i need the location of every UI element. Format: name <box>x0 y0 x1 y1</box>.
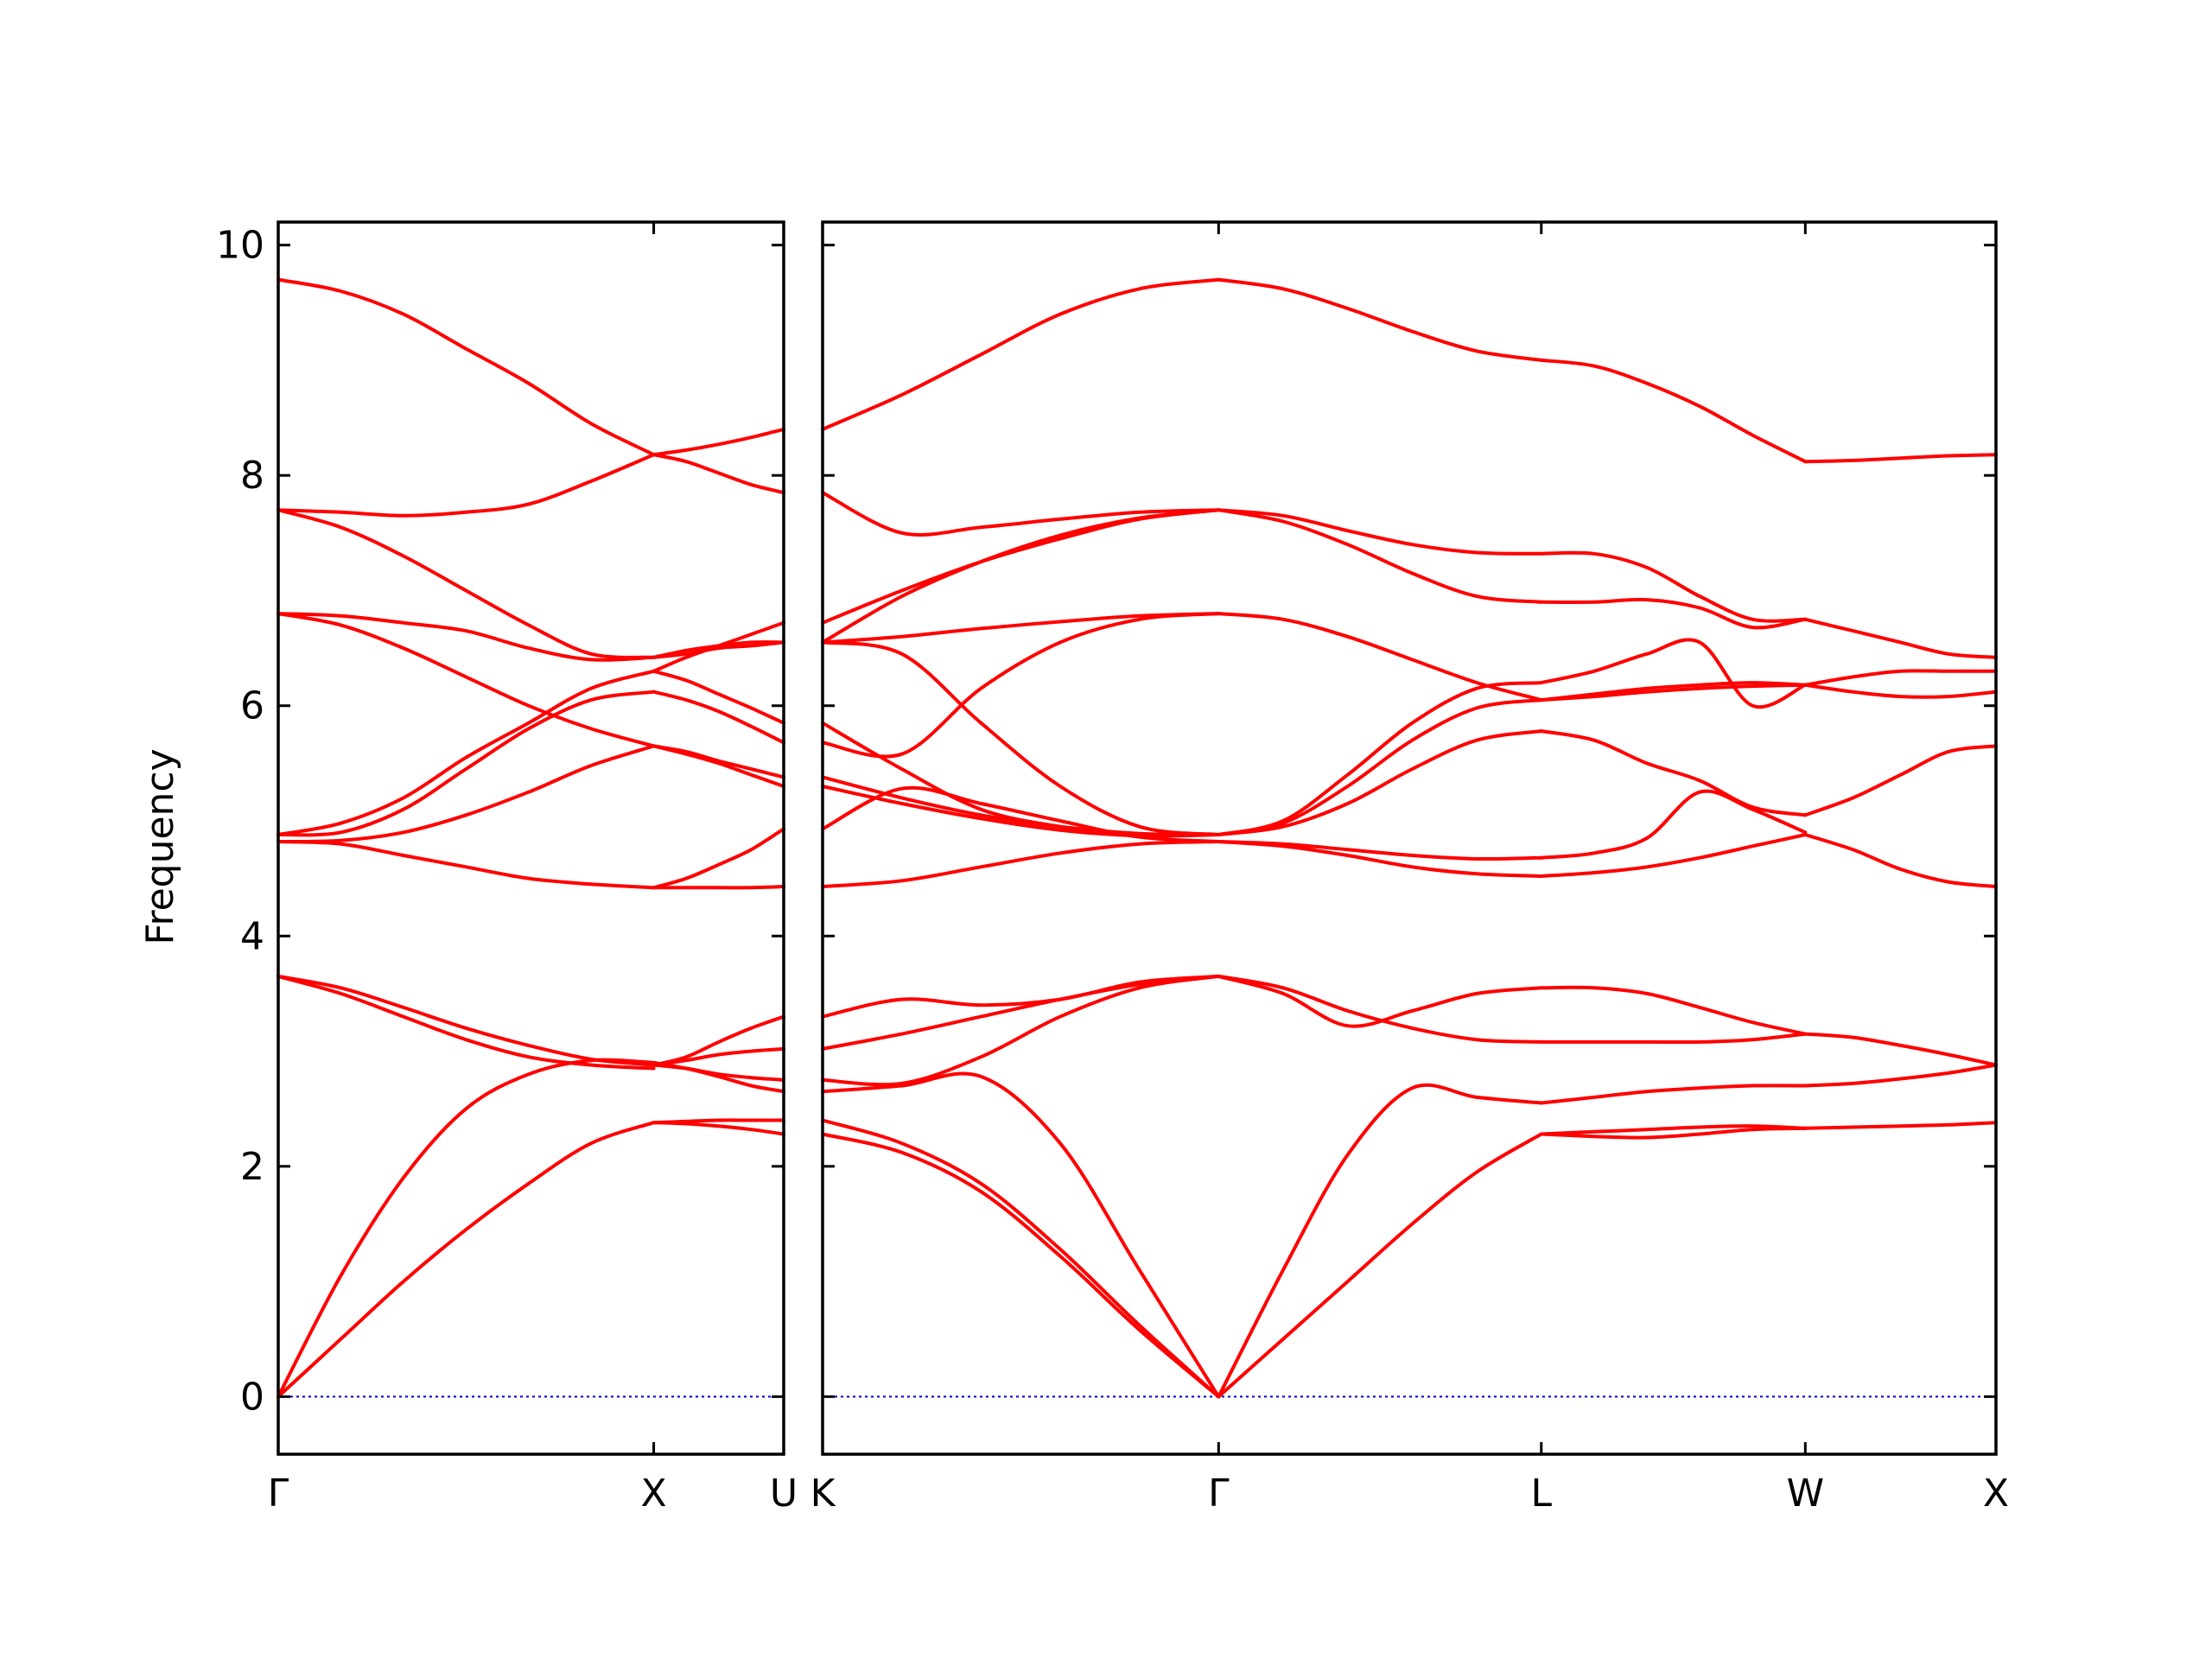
y-tick-label: 4 <box>240 914 264 958</box>
band-line <box>1539 358 1808 464</box>
plot-frame <box>821 220 1998 1456</box>
band-line <box>276 974 656 1067</box>
x-tick-label: K <box>810 1471 836 1516</box>
x-tick-label: Γ <box>268 1471 289 1516</box>
band-line <box>276 1121 656 1399</box>
x-tick-label: L <box>1531 1471 1553 1516</box>
band-line <box>276 974 656 1071</box>
band-line <box>1217 698 1543 836</box>
band-line <box>652 453 785 495</box>
band-line <box>1217 1083 1543 1399</box>
band-line <box>652 427 785 457</box>
band-line <box>1217 729 1543 836</box>
band-line <box>821 1071 1221 1399</box>
band-line <box>1803 1121 1998 1130</box>
band-line <box>1539 789 1808 860</box>
band-line <box>1217 974 1543 1044</box>
band-line <box>276 690 656 837</box>
band-line <box>821 974 1221 1087</box>
band-line <box>1539 638 1808 709</box>
band-line <box>1539 985 1808 1036</box>
y-tick-label: 10 <box>216 224 264 268</box>
band-line <box>276 744 656 843</box>
band-line <box>652 827 785 890</box>
band-line <box>1217 508 1543 604</box>
band-line <box>821 491 1221 537</box>
band-line <box>1539 1126 1808 1140</box>
plot-frame <box>276 220 785 1456</box>
band-line <box>821 612 1221 759</box>
band-line <box>821 508 1221 645</box>
band-line <box>1217 840 1543 878</box>
band-line <box>652 669 785 725</box>
band-line <box>1539 833 1808 878</box>
band-line <box>821 1132 1221 1399</box>
band-line <box>821 721 1221 837</box>
band-line <box>652 1014 785 1067</box>
band-line <box>1803 744 1998 817</box>
band-line <box>821 974 1221 1051</box>
band-line <box>1539 729 1808 817</box>
band-line <box>1803 1032 1998 1067</box>
x-tick-label: W <box>1787 1471 1825 1516</box>
band-line <box>276 612 656 748</box>
band-line <box>1539 681 1808 702</box>
band-line <box>1803 1063 1998 1088</box>
band-line <box>821 1118 1221 1399</box>
band-line <box>1217 840 1543 861</box>
band-line <box>276 453 656 518</box>
band-line <box>652 620 785 673</box>
band-line <box>1539 1124 1808 1136</box>
band-line <box>1217 277 1543 362</box>
band-line <box>1803 453 1998 464</box>
y-tick-label: 0 <box>240 1375 264 1419</box>
band-line <box>821 640 1221 836</box>
x-tick-label: X <box>1983 1471 2009 1516</box>
plot-panels: Γ X U 0 2 4 6 8 10 K Γ L W X <box>216 220 2009 1516</box>
band-line <box>652 744 785 788</box>
y-axis-label: Frequency <box>138 748 182 944</box>
band-line <box>1217 508 1543 556</box>
band-line <box>276 277 656 457</box>
band-line <box>276 508 656 659</box>
band-line <box>821 612 1221 645</box>
band-line <box>1803 669 1998 687</box>
y-tick-label: 2 <box>240 1145 264 1189</box>
band-line <box>821 840 1221 888</box>
band-line <box>1539 597 1808 630</box>
panel-left: Γ X U 0 2 4 6 8 10 <box>216 220 798 1516</box>
band-line <box>1803 683 1998 699</box>
band-line <box>1539 1084 1808 1105</box>
band-line <box>652 744 785 779</box>
band-line <box>652 1046 785 1067</box>
band-line <box>821 277 1221 431</box>
y-tick-label: 6 <box>240 684 264 728</box>
band-line <box>1217 612 1543 702</box>
band-line <box>1539 1032 1808 1045</box>
band-line <box>1217 1132 1543 1399</box>
band-line <box>276 840 656 890</box>
band-line <box>652 640 785 659</box>
band-line <box>1539 683 1808 702</box>
band-line <box>652 1121 785 1136</box>
band-line <box>652 690 785 745</box>
y-tick-label: 8 <box>240 454 264 498</box>
band-line <box>1803 617 1998 659</box>
band-line <box>1217 681 1543 836</box>
band-line <box>1803 833 1998 888</box>
band-line <box>821 974 1221 1019</box>
band-line <box>276 669 656 836</box>
x-tick-label: X <box>640 1471 666 1516</box>
band-line <box>652 1118 785 1125</box>
x-tick-label: Γ <box>1208 1471 1230 1516</box>
band-line <box>276 1058 656 1399</box>
x-tick-label: U <box>770 1471 798 1516</box>
band-line <box>276 612 656 662</box>
band-line <box>652 1063 785 1082</box>
band-line <box>1217 974 1543 1028</box>
band-line <box>1539 550 1808 623</box>
